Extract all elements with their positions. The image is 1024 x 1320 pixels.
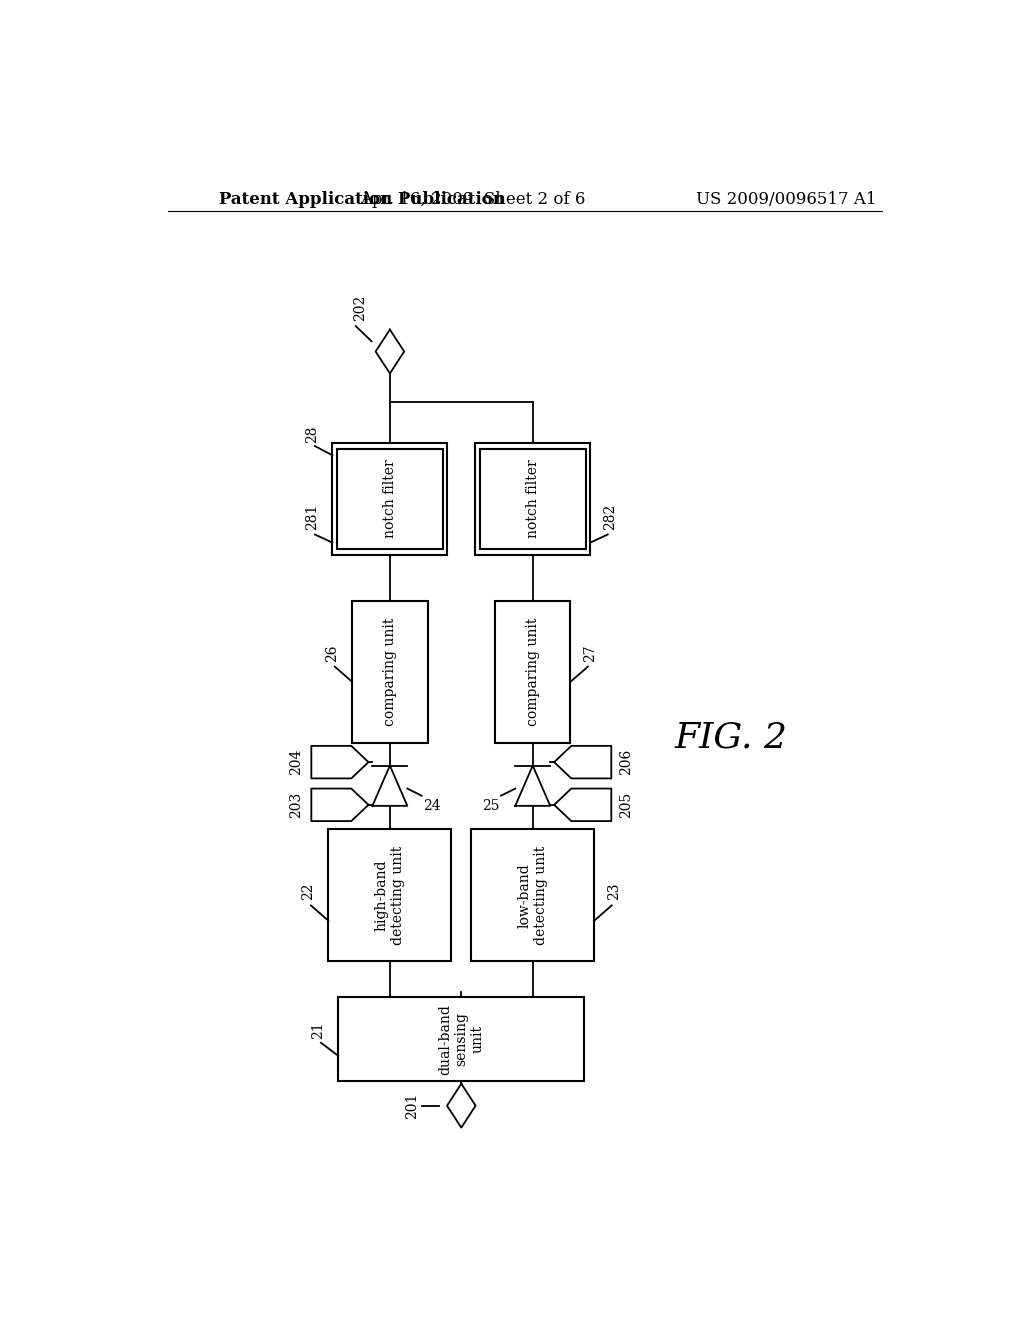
Bar: [337, 449, 442, 549]
Text: comparing unit: comparing unit: [383, 618, 397, 726]
Bar: [338, 997, 585, 1081]
Text: FIG. 2: FIG. 2: [675, 721, 787, 755]
Text: 27: 27: [584, 644, 597, 661]
Bar: [333, 444, 447, 554]
Text: 21: 21: [311, 1020, 326, 1039]
Bar: [495, 601, 570, 743]
Text: 202: 202: [352, 294, 367, 321]
Text: 281: 281: [305, 504, 319, 531]
Text: 205: 205: [620, 792, 633, 818]
Text: 201: 201: [406, 1093, 419, 1119]
Bar: [475, 444, 590, 554]
Text: 26: 26: [326, 644, 339, 661]
Text: comparing unit: comparing unit: [525, 618, 540, 726]
Text: 22: 22: [301, 883, 315, 900]
Bar: [352, 601, 428, 743]
Text: 204: 204: [290, 748, 303, 775]
Text: low-band
detecting unit: low-band detecting unit: [518, 846, 548, 945]
Bar: [480, 449, 586, 549]
Text: dual-band
sensing
unit: dual-band sensing unit: [438, 1003, 484, 1074]
Bar: [329, 829, 452, 961]
Text: Apr. 16, 2009  Sheet 2 of 6: Apr. 16, 2009 Sheet 2 of 6: [360, 190, 586, 207]
Text: 206: 206: [620, 748, 633, 775]
Text: 24: 24: [423, 799, 441, 813]
Text: 23: 23: [607, 883, 622, 900]
Text: 28: 28: [305, 425, 319, 444]
Text: notch filter: notch filter: [383, 459, 397, 539]
Bar: [471, 829, 594, 961]
Text: 25: 25: [482, 799, 500, 813]
Text: Patent Application Publication: Patent Application Publication: [219, 190, 505, 207]
Text: high-band
detecting unit: high-band detecting unit: [375, 846, 404, 945]
Text: 203: 203: [290, 792, 303, 818]
Text: notch filter: notch filter: [525, 459, 540, 539]
Text: 282: 282: [603, 504, 617, 531]
Text: US 2009/0096517 A1: US 2009/0096517 A1: [696, 190, 877, 207]
